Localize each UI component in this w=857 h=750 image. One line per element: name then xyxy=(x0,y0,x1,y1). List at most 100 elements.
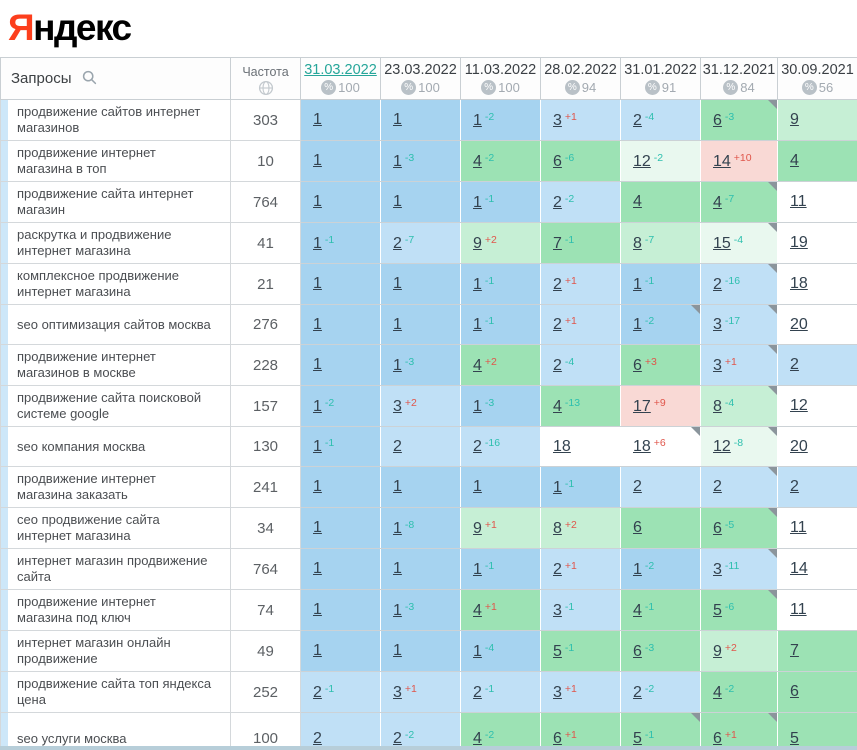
search-icon[interactable] xyxy=(82,70,97,85)
position-link[interactable]: 4 xyxy=(473,730,482,747)
position-link[interactable]: 4 xyxy=(473,152,482,170)
position-link[interactable]: 18 xyxy=(790,275,808,292)
position-link[interactable]: 1 xyxy=(313,519,322,536)
date-header-link[interactable]: 31.03.2022 xyxy=(304,62,377,78)
position-link[interactable]: 12 xyxy=(790,397,808,414)
query-cell[interactable]: интернет магазин продвижение сайта xyxy=(0,548,231,590)
position-link[interactable]: 1 xyxy=(473,397,482,415)
position-link[interactable]: 4 xyxy=(473,356,482,374)
position-link[interactable]: 2 xyxy=(393,730,402,747)
position-link[interactable]: 1 xyxy=(473,478,482,495)
position-link[interactable]: 1 xyxy=(473,275,482,293)
position-link[interactable]: 8 xyxy=(713,397,722,415)
position-link[interactable]: 15 xyxy=(713,234,731,252)
position-link[interactable]: 5 xyxy=(553,642,562,660)
position-link[interactable]: 2 xyxy=(553,316,562,333)
position-link[interactable]: 2 xyxy=(473,683,482,701)
position-link[interactable]: 3 xyxy=(713,356,722,374)
position-link[interactable]: 1 xyxy=(393,275,402,292)
date-header-link[interactable]: 28.02.2022 xyxy=(544,62,617,78)
position-link[interactable]: 4 xyxy=(713,683,722,701)
date-header-link[interactable]: 30.09.2021 xyxy=(781,62,854,78)
position-link[interactable]: 6 xyxy=(553,152,562,170)
position-link[interactable]: 6 xyxy=(633,642,642,660)
date-header-link[interactable]: 31.12.2021 xyxy=(702,62,776,78)
position-link[interactable]: 6 xyxy=(713,519,722,537)
position-link[interactable]: 1 xyxy=(313,111,322,128)
position-link[interactable]: 1 xyxy=(393,356,402,374)
position-link[interactable]: 2 xyxy=(790,478,799,495)
position-link[interactable]: 3 xyxy=(553,601,562,619)
position-link[interactable]: 6 xyxy=(633,356,642,374)
position-link[interactable]: 20 xyxy=(790,437,808,455)
position-link[interactable]: 1 xyxy=(313,356,322,373)
position-link[interactable]: 1 xyxy=(393,152,402,170)
position-link[interactable]: 4 xyxy=(553,397,562,415)
position-link[interactable]: 1 xyxy=(393,478,402,495)
position-link[interactable]: 1 xyxy=(393,519,402,537)
position-link[interactable]: 1 xyxy=(313,397,322,415)
position-link[interactable]: 8 xyxy=(553,519,562,537)
position-link[interactable]: 18 xyxy=(553,437,571,455)
position-link[interactable]: 2 xyxy=(553,275,562,293)
position-link[interactable]: 1 xyxy=(313,560,322,577)
position-link[interactable]: 1 xyxy=(473,316,482,333)
position-link[interactable]: 3 xyxy=(553,111,562,129)
date-header-link[interactable]: 31.01.2022 xyxy=(624,62,697,78)
position-link[interactable]: 1 xyxy=(313,193,322,210)
position-link[interactable]: 12 xyxy=(633,152,651,170)
query-cell[interactable]: seo услуги москва xyxy=(0,712,231,750)
position-link[interactable]: 4 xyxy=(713,193,722,211)
position-link[interactable]: 5 xyxy=(790,729,799,747)
query-cell[interactable]: продвижение интернет магазинов в москве xyxy=(0,344,231,386)
position-link[interactable]: 1 xyxy=(313,438,322,455)
position-link[interactable]: 1 xyxy=(313,642,322,659)
position-link[interactable]: 4 xyxy=(633,193,642,210)
position-link[interactable]: 3 xyxy=(553,683,562,701)
position-link[interactable]: 6 xyxy=(633,519,642,536)
query-cell[interactable]: сео продвижение сайта интернет магазина xyxy=(0,507,231,549)
position-link[interactable]: 2 xyxy=(313,683,322,701)
query-cell[interactable]: продвижение интернет магазина под ключ xyxy=(0,589,231,631)
query-cell[interactable]: продвижение сайта интернет магазин xyxy=(0,181,231,223)
position-link[interactable]: 20 xyxy=(790,315,808,333)
position-link[interactable]: 1 xyxy=(473,193,482,211)
position-link[interactable]: 1 xyxy=(313,234,322,252)
query-cell[interactable]: продвижение интернет магазина заказать xyxy=(0,466,231,508)
position-link[interactable]: 2 xyxy=(713,478,722,495)
position-link[interactable]: 14 xyxy=(713,152,731,170)
position-link[interactable]: 1 xyxy=(633,275,642,293)
position-link[interactable]: 3 xyxy=(393,397,402,415)
position-link[interactable]: 1 xyxy=(473,111,482,129)
position-link[interactable]: 1 xyxy=(393,193,402,210)
query-cell[interactable]: продвижение сайта поисковой системе goog… xyxy=(0,385,231,427)
position-link[interactable]: 1 xyxy=(633,560,642,578)
query-cell[interactable]: seo оптимизация сайтов москва xyxy=(0,304,231,345)
query-cell[interactable]: продвижение сайта топ яндекса цена xyxy=(0,671,231,713)
position-link[interactable]: 6 xyxy=(790,683,799,700)
position-link[interactable]: 6 xyxy=(553,730,562,747)
position-link[interactable]: 1 xyxy=(313,478,322,495)
query-cell[interactable]: продвижение интернет магазина в топ xyxy=(0,140,231,182)
position-link[interactable]: 6 xyxy=(713,730,722,747)
query-cell[interactable]: seo компания москва xyxy=(0,426,231,467)
date-header-link[interactable]: 11.03.2022 xyxy=(464,62,537,78)
position-link[interactable]: 4 xyxy=(790,152,799,169)
position-link[interactable]: 12 xyxy=(713,438,731,455)
position-link[interactable]: 11 xyxy=(790,193,807,210)
position-link[interactable]: 3 xyxy=(713,316,722,333)
position-link[interactable]: 2 xyxy=(313,729,322,747)
position-link[interactable]: 1 xyxy=(473,642,482,660)
position-link[interactable]: 1 xyxy=(553,478,562,496)
position-link[interactable]: 9 xyxy=(790,111,799,128)
position-link[interactable]: 9 xyxy=(473,519,482,537)
position-link[interactable]: 17 xyxy=(633,397,651,415)
position-link[interactable]: 6 xyxy=(713,111,722,129)
position-link[interactable]: 5 xyxy=(713,601,722,619)
position-link[interactable]: 5 xyxy=(633,730,642,747)
position-link[interactable]: 2 xyxy=(713,275,722,293)
query-cell[interactable]: раскрутка и продвижение интернет магазин… xyxy=(0,222,231,264)
position-link[interactable]: 19 xyxy=(790,234,808,251)
position-link[interactable]: 2 xyxy=(393,234,402,252)
position-link[interactable]: 4 xyxy=(633,601,642,619)
